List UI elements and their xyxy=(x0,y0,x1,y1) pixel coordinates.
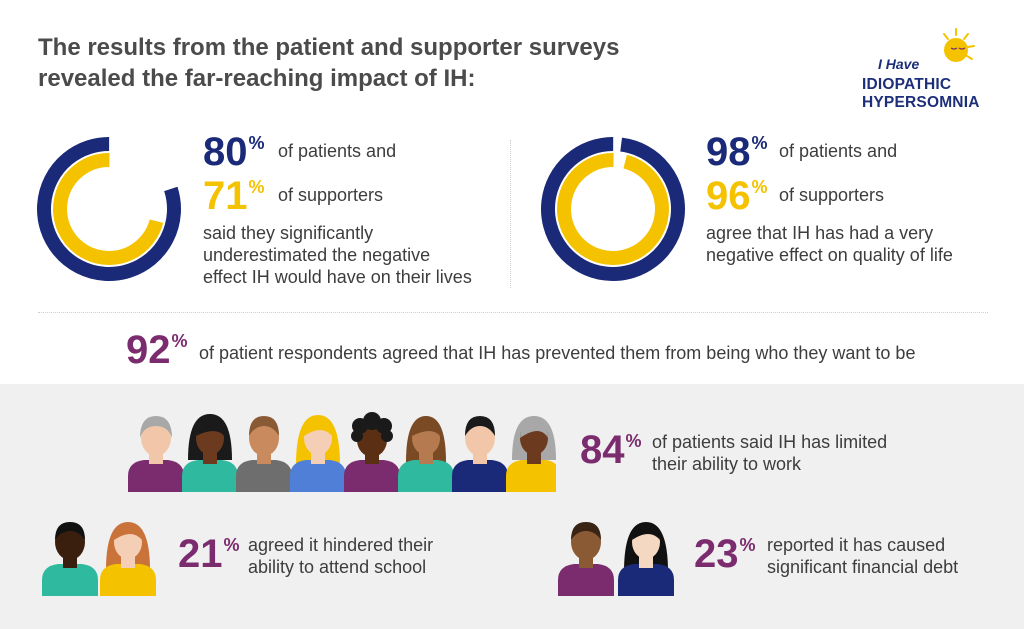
debt-stat: 23% xyxy=(694,532,756,576)
work-text-2: their ability to work xyxy=(652,454,802,474)
person-icon xyxy=(558,522,614,596)
students-pair-icon xyxy=(42,522,156,596)
donut-left-outer-arc xyxy=(37,137,181,281)
left-desc-2: underestimated the negative xyxy=(203,245,431,265)
title-line-2: revealed the far-reaching impact of IH: xyxy=(38,65,476,92)
vertical-divider xyxy=(510,140,511,288)
right-supporters-stat: 96% xyxy=(706,174,768,218)
person-icon xyxy=(452,416,508,492)
person-icon xyxy=(506,416,556,492)
title-line-1: The results from the patient and support… xyxy=(38,34,620,61)
debt-text-2: significant financial debt xyxy=(767,557,959,577)
people-group-icon xyxy=(128,412,556,492)
person-icon xyxy=(42,522,98,596)
right-patients-text: of patients and xyxy=(779,141,898,161)
debt-text-1: reported it has caused xyxy=(767,535,946,555)
work-text-1: of patients said IH has limited xyxy=(652,432,888,452)
person-icon xyxy=(182,414,238,492)
logo-text-hypersomnia: HYPERSOMNIA xyxy=(862,94,980,111)
person-icon xyxy=(128,416,184,492)
left-patients-stat: 80% xyxy=(203,130,265,174)
person-icon xyxy=(290,415,346,492)
person-icon xyxy=(618,522,674,596)
page-title: The results from the patient and support… xyxy=(38,32,798,94)
logo-text-i-have: I Have xyxy=(878,56,920,72)
right-patients-stat: 98% xyxy=(706,130,768,174)
person-icon xyxy=(100,522,156,596)
school-text-2: ability to attend school xyxy=(248,557,427,577)
left-supporters-stat: 71% xyxy=(203,174,265,218)
debt-pair-icon xyxy=(558,522,674,596)
prevented-stat: 92% xyxy=(126,328,188,372)
donut-right xyxy=(541,137,685,281)
left-desc-3: effect IH would have on their lives xyxy=(203,267,472,287)
left-patients-text: of patients and xyxy=(278,141,397,161)
person-icon xyxy=(344,412,400,492)
person-icon xyxy=(236,416,292,492)
donut-left xyxy=(37,137,181,281)
left-supporters-text: of supporters xyxy=(278,185,384,205)
bottom-panel xyxy=(0,384,1024,629)
school-stat: 21% xyxy=(178,532,240,576)
horizontal-divider xyxy=(38,312,988,313)
right-desc-2: negative effect on quality of life xyxy=(706,245,953,265)
logo-text-idiopathic: IDIOPATHIC xyxy=(862,76,952,93)
right-supporters-text: of supporters xyxy=(779,185,885,205)
donut-left-inner-arc xyxy=(53,153,165,265)
school-text-1: agreed it hindered their xyxy=(248,535,434,555)
donut-right-outer-arc xyxy=(541,137,685,281)
moon-sun-icon xyxy=(941,28,975,67)
left-desc-1: said they significantly xyxy=(203,223,374,243)
right-desc-1: agree that IH has had a very xyxy=(706,223,934,243)
person-icon xyxy=(398,416,454,492)
work-stat: 84% xyxy=(580,428,642,472)
prevented-text: of patient respondents agreed that IH ha… xyxy=(199,343,916,363)
